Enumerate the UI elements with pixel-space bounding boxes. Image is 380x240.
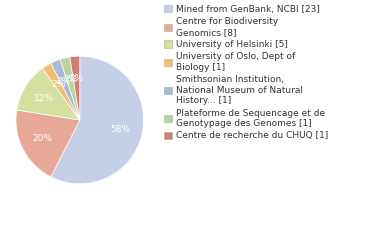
Wedge shape [51,59,80,120]
Text: 58%: 58% [110,125,130,134]
Wedge shape [17,68,80,120]
Text: 12%: 12% [35,94,54,103]
Wedge shape [16,110,80,177]
Wedge shape [70,56,80,120]
Wedge shape [60,57,80,120]
Text: 20%: 20% [33,134,53,143]
Text: 2%: 2% [70,74,84,83]
Text: 2%: 2% [51,80,65,89]
Wedge shape [51,56,144,184]
Text: 2%: 2% [57,77,71,86]
Legend: Mined from GenBank, NCBI [23], Centre for Biodiversity
Genomics [8], University : Mined from GenBank, NCBI [23], Centre fo… [164,5,328,140]
Wedge shape [42,63,80,120]
Text: 2%: 2% [63,75,77,84]
